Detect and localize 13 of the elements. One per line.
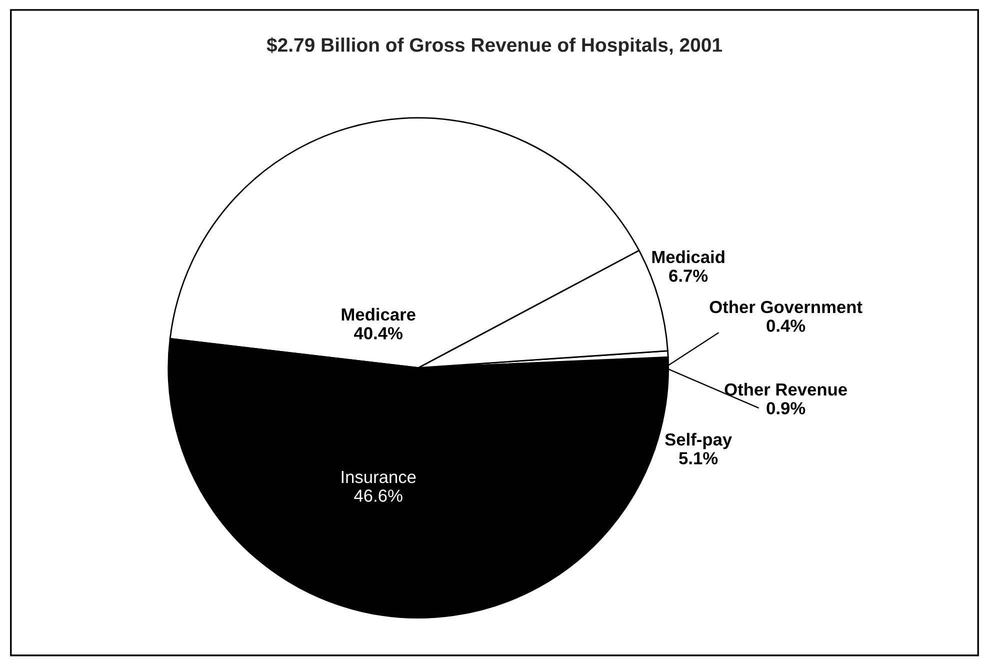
data-label: 5.1% xyxy=(679,452,718,464)
slice-label: Other Revenue xyxy=(724,382,847,396)
slice-label: Medicare xyxy=(342,308,416,321)
data-label: 40.4% xyxy=(354,327,403,340)
data-label: 6.7% xyxy=(669,270,708,282)
data-label: 0.9% xyxy=(766,402,806,414)
slice-label: Other Government xyxy=(710,300,862,314)
slice-label: Medicaid xyxy=(652,250,724,264)
data-label: 46.6% xyxy=(354,490,402,502)
slice-label: Insurance xyxy=(342,471,416,484)
data-label: 0.4% xyxy=(766,320,806,332)
slice-label: Self-pay xyxy=(665,432,732,450)
chart-title: $2.79 Billion of Gross Revenue of Hospitals, 2001 xyxy=(266,37,722,56)
